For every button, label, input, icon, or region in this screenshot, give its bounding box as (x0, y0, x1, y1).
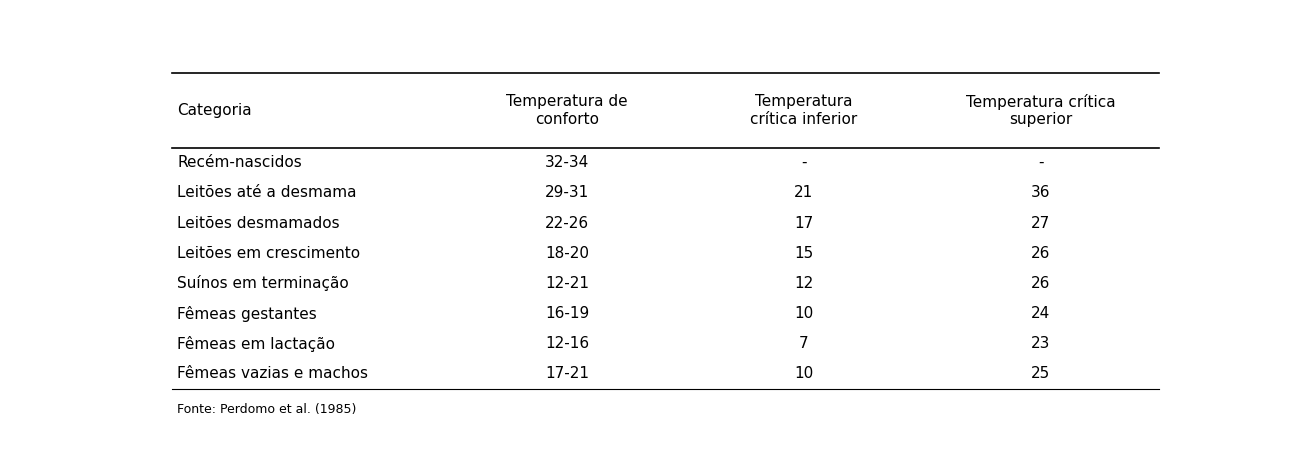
Text: Suínos em terminação: Suínos em terminação (178, 275, 349, 291)
Text: 26: 26 (1031, 276, 1051, 291)
Text: Temperatura de
conforto: Temperatura de conforto (507, 94, 627, 126)
Text: 16-19: 16-19 (546, 306, 590, 321)
Text: Fêmeas em lactação: Fêmeas em lactação (178, 336, 335, 352)
Text: 24: 24 (1031, 306, 1051, 321)
Text: 36: 36 (1031, 185, 1051, 201)
Text: 12-21: 12-21 (546, 276, 588, 291)
Text: 26: 26 (1031, 246, 1051, 261)
Text: Fêmeas vazias e machos: Fêmeas vazias e machos (178, 366, 369, 381)
Text: 12: 12 (794, 276, 813, 291)
Text: -: - (801, 155, 807, 170)
Text: 17: 17 (794, 216, 813, 230)
Text: 15: 15 (794, 246, 813, 261)
Text: Leitões até a desmama: Leitões até a desmama (178, 185, 357, 201)
Text: 22-26: 22-26 (546, 216, 590, 230)
Text: 25: 25 (1031, 366, 1051, 381)
Text: 12-16: 12-16 (546, 336, 590, 351)
Text: 23: 23 (1031, 336, 1051, 351)
Text: Temperatura crítica
superior: Temperatura crítica superior (966, 94, 1116, 127)
Text: Fonte: Perdomo et al. (1985): Fonte: Perdomo et al. (1985) (178, 403, 357, 416)
Text: 10: 10 (794, 306, 813, 321)
Text: 7: 7 (799, 336, 809, 351)
Text: 17-21: 17-21 (546, 366, 588, 381)
Text: Categoria: Categoria (178, 103, 252, 118)
Text: Fêmeas gestantes: Fêmeas gestantes (178, 306, 317, 322)
Text: Leitões em crescimento: Leitões em crescimento (178, 246, 361, 261)
Text: 21: 21 (794, 185, 813, 201)
Text: Temperatura
crítica inferior: Temperatura crítica inferior (751, 94, 857, 126)
Text: 32-34: 32-34 (546, 155, 590, 170)
Text: 29-31: 29-31 (546, 185, 590, 201)
Text: -: - (1038, 155, 1043, 170)
Text: Leitões desmamados: Leitões desmamados (178, 216, 340, 230)
Text: 18-20: 18-20 (546, 246, 588, 261)
Text: 27: 27 (1031, 216, 1051, 230)
Text: 10: 10 (794, 366, 813, 381)
Text: Recém-nascidos: Recém-nascidos (178, 155, 303, 170)
